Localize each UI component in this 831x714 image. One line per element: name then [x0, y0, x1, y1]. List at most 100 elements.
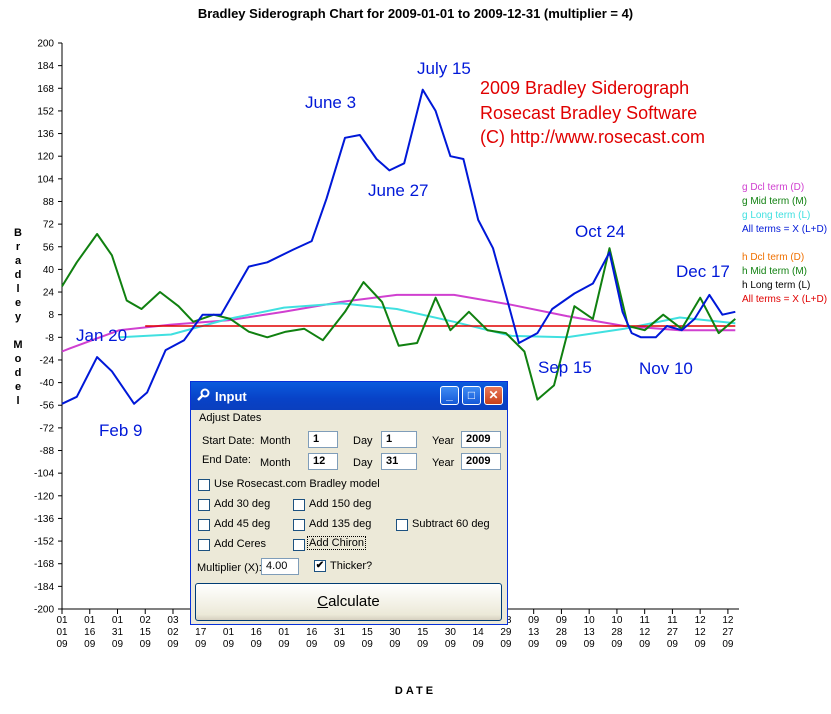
x-tick-label: 15: [362, 627, 374, 638]
end-month-label: Month: [260, 457, 291, 469]
annotation-sep15: Sep 15: [538, 358, 592, 377]
maximize-button[interactable]: □: [462, 386, 481, 405]
end-year-input[interactable]: 2009: [461, 453, 501, 470]
add45-label: Add 45 deg: [214, 518, 271, 530]
legend-g-all: All terms = X (L+D): [742, 224, 828, 235]
x-axis-label: DATE: [394, 685, 437, 697]
end-day-input[interactable]: 31: [381, 453, 417, 470]
start-month-label: Month: [260, 435, 291, 447]
x-tick-label: 01: [223, 627, 235, 638]
thicker-label: Thicker?: [330, 560, 373, 572]
x-tick-label: 09: [528, 615, 540, 626]
annotation-june3: June 3: [305, 93, 357, 112]
end-day-label: Day: [353, 457, 373, 469]
x-tick-label: 01: [56, 627, 68, 638]
x-tick-label: 09: [584, 639, 596, 650]
legend-h-dcl: h Dcl term (D): [742, 252, 805, 263]
y-tick-label: 184: [37, 61, 54, 72]
y-tick-label: 168: [37, 84, 54, 95]
x-tick-label: 03: [167, 615, 179, 626]
x-tick-label: 09: [112, 639, 124, 650]
x-tick-label: 09: [84, 639, 96, 650]
y-tick-label: 104: [37, 174, 54, 185]
x-tick-label: 09: [389, 639, 401, 650]
x-tick-label: 02: [167, 627, 179, 638]
x-tick-label: 09: [528, 639, 540, 650]
calculate-button[interactable]: Calculate: [195, 583, 502, 621]
input-dialog: Input _ □ ✕ Adjust Dates Start Date: Mon…: [190, 381, 508, 625]
annotation-oct24: Oct 24: [575, 222, 626, 241]
add135-checkbox[interactable]: [293, 519, 305, 531]
y-tick-label: 120: [37, 152, 54, 163]
x-tick-label: 17: [195, 627, 207, 638]
add150-checkbox[interactable]: [293, 499, 305, 511]
x-tick-label: 13: [584, 627, 596, 638]
subtract60-label: Subtract 60 deg: [412, 518, 490, 530]
y-tick-label: 200: [37, 39, 54, 50]
y-tick-label: -152: [34, 537, 54, 548]
x-tick-label: 13: [528, 627, 540, 638]
add30-checkbox[interactable]: [198, 499, 210, 511]
ceres-checkbox[interactable]: [198, 539, 210, 551]
start-day-label: Day: [353, 435, 373, 447]
x-tick-label: 09: [56, 639, 68, 650]
x-tick-label: 09: [445, 639, 457, 650]
y-tick-label: -184: [34, 582, 54, 593]
dialog-titlebar[interactable]: Input _ □ ✕: [191, 382, 507, 410]
x-tick-label: 09: [140, 639, 152, 650]
y-tick-label: -168: [34, 559, 54, 570]
legend-h-long: h Long term (L): [742, 280, 811, 291]
legend-g-long: g Long term (L): [742, 210, 811, 221]
annotation-dec17: Dec 17: [676, 262, 730, 281]
x-tick-label: 09: [362, 639, 374, 650]
x-tick-label: 12: [722, 615, 734, 626]
x-tick-label: 31: [334, 627, 346, 638]
x-tick-label: 16: [251, 627, 263, 638]
series-line-dcl-term-d-: [61, 293, 736, 353]
subtract60-checkbox[interactable]: [396, 519, 408, 531]
end-month-input[interactable]: 12: [308, 453, 338, 470]
rosecast-checkbox[interactable]: [198, 479, 210, 491]
x-tick-label: 09: [639, 639, 651, 650]
add45-checkbox[interactable]: [198, 519, 210, 531]
wrench-icon: [197, 388, 210, 401]
y-tick-label: 8: [48, 310, 54, 321]
annotation-jan20: Jan 20: [76, 326, 128, 345]
x-tick-label: 30: [389, 627, 401, 638]
y-tick-label: -104: [34, 469, 54, 480]
brand-line2: Rosecast Bradley Software: [480, 103, 698, 123]
brand-line1: 2009 Bradley Siderograph: [480, 78, 690, 98]
legend-h-all: All terms = X (L+D): [742, 294, 828, 305]
add30-label: Add 30 deg: [214, 498, 271, 510]
x-tick-label: 09: [251, 639, 263, 650]
minimize-button[interactable]: _: [440, 386, 459, 405]
thicker-checkbox[interactable]: ✔: [314, 560, 326, 572]
x-tick-label: 09: [167, 639, 179, 650]
x-tick-label: 27: [722, 627, 734, 638]
start-month-input[interactable]: 1: [308, 431, 338, 448]
x-tick-label: 09: [278, 639, 290, 650]
calculate-mnemonic: C: [317, 593, 329, 610]
x-tick-label: 09: [500, 639, 512, 650]
start-date-label: Start Date:: [202, 435, 255, 447]
legend-g-mid: g Mid term (M): [742, 196, 807, 207]
series-line-all-terms-x-l-d-: [61, 88, 736, 405]
x-tick-label: 10: [584, 615, 596, 626]
annotation-nov10: Nov 10: [639, 359, 693, 378]
close-button[interactable]: ✕: [484, 386, 503, 405]
chart-axes: 200 184 168 152 136 120 104 88 72 56 40 24 8 -8 -24 -40…: [34, 39, 739, 650]
chiron-checkbox[interactable]: [293, 539, 305, 551]
x-tick-label: 28: [556, 627, 568, 638]
x-tick-label: 16: [306, 627, 318, 638]
start-day-input[interactable]: 1: [381, 431, 417, 448]
chart-title: Bradley Siderograph Chart for 2009-01-01…: [197, 6, 634, 21]
y-tick-label: 72: [43, 220, 55, 231]
multiplier-input[interactable]: 4.00: [261, 558, 299, 575]
start-year-input[interactable]: 2009: [461, 431, 501, 448]
end-year-label: Year: [432, 457, 455, 469]
x-tick-label: 01: [112, 615, 124, 626]
x-tick-label: 14: [473, 627, 485, 638]
x-tick-label: 10: [611, 615, 623, 626]
y-tick-label: -8: [45, 333, 54, 344]
